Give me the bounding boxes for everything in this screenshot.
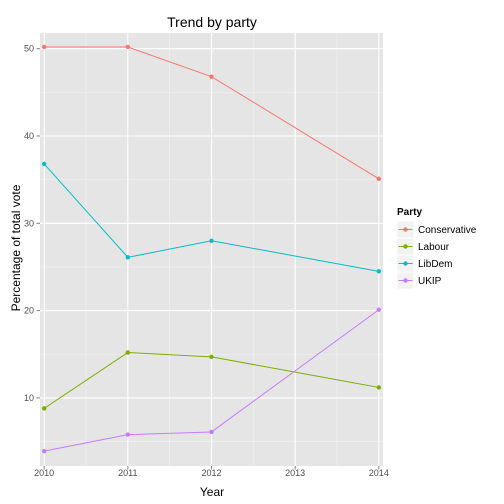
y-tick-label: 20 — [24, 306, 34, 316]
x-tick-label: 2014 — [369, 468, 389, 478]
x-tick-label: 2013 — [285, 468, 305, 478]
data-point-libdem — [209, 238, 214, 243]
data-point-libdem — [125, 255, 131, 260]
data-point-conservative — [376, 176, 382, 181]
data-point-libdem — [41, 161, 47, 167]
x-tick-label: 2012 — [201, 468, 221, 478]
x-tick-label: 2010 — [34, 468, 54, 478]
data-point-ukip — [376, 307, 382, 312]
data-point-conservative — [41, 44, 47, 50]
y-tick-label: 50 — [24, 44, 34, 54]
series-ukip — [41, 307, 382, 454]
legend-item-labour: Labour — [396, 237, 450, 256]
x-tick-labels: 2010 2011 2012 2013 2014 — [34, 468, 389, 478]
y-tick-label: 30 — [24, 218, 34, 228]
series-line-libdem — [43, 163, 379, 272]
y-tick-label: 40 — [24, 131, 34, 141]
legend-label: UKIP — [418, 276, 442, 287]
legend-key-point — [403, 227, 408, 232]
legend-key-point — [403, 278, 408, 283]
data-point-labour — [376, 385, 382, 390]
series-line-conservative — [44, 46, 380, 180]
data-point-labour — [209, 354, 214, 360]
y-tick-label: 10 — [24, 393, 34, 403]
axis-ticks — [36, 48, 380, 470]
legend-label: Labour — [418, 242, 450, 253]
series-layer — [41, 44, 382, 454]
data-point-labour — [125, 350, 131, 355]
legend-item-libdem: LibDem — [396, 254, 452, 273]
legend-label: Conservative — [418, 225, 477, 236]
y-tick-labels: 10 20 30 40 50 — [24, 44, 34, 403]
x-tick-label: 2011 — [118, 468, 137, 478]
data-point-conservative — [125, 44, 131, 50]
chart-title: Trend by party — [167, 14, 257, 30]
data-point-libdem — [376, 269, 382, 274]
series-libdem — [41, 161, 382, 274]
data-point-ukip — [209, 429, 214, 435]
legend-item-ukip: UKIP — [396, 271, 442, 290]
data-point-ukip — [125, 432, 131, 437]
legend-key-point — [403, 244, 408, 249]
legend-item-conservative: Conservative — [396, 220, 477, 239]
x-axis-title: Year — [200, 485, 224, 499]
series-line-labour — [43, 352, 379, 409]
legend-key-point — [403, 261, 408, 266]
series-line-ukip — [44, 309, 380, 452]
data-point-conservative — [209, 74, 214, 79]
major-gridlines — [40, 33, 383, 466]
series-labour — [41, 350, 382, 411]
legend-label: LibDem — [418, 259, 452, 270]
legend: Party Conservative Labour LibDem UKIP — [396, 207, 477, 290]
data-point-labour — [41, 406, 47, 411]
y-axis-title: Percentage of total vote — [9, 184, 23, 311]
series-conservative — [41, 44, 382, 181]
data-point-ukip — [41, 448, 47, 454]
legend-title: Party — [397, 207, 422, 218]
